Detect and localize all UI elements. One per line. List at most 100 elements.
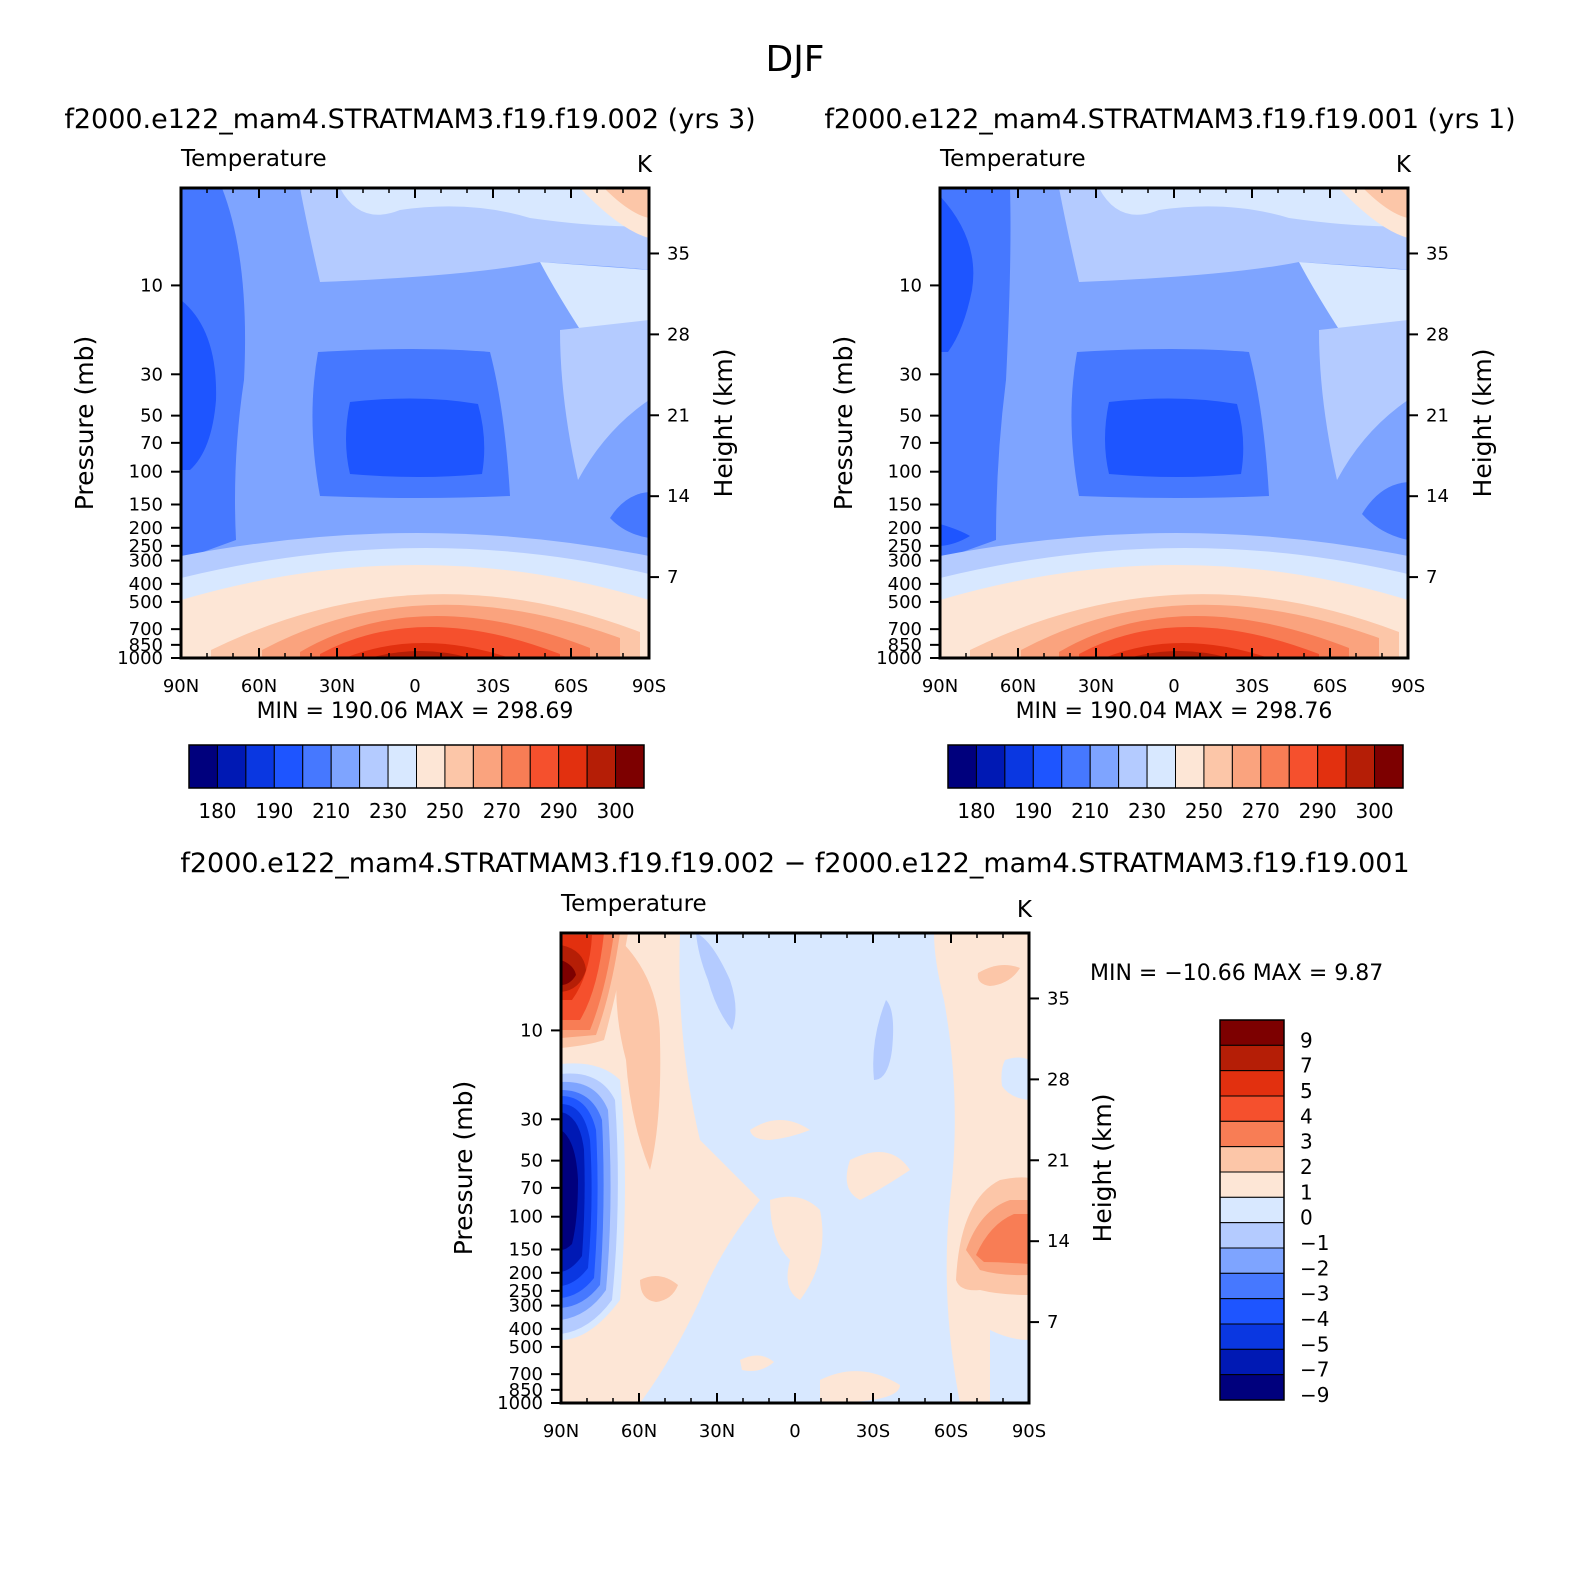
y-tick-label: 300	[509, 1296, 543, 1317]
y-tick-label: 250	[129, 536, 163, 557]
contour-band	[696, 933, 736, 1030]
y-tick-label: 100	[509, 1207, 543, 1228]
colorbar-label: −1	[1300, 1231, 1329, 1255]
x-tick-label: 0	[789, 1421, 800, 1442]
colorbar-label: 250	[426, 799, 464, 823]
y-tick-label: 400	[888, 574, 922, 595]
colorbar-swatch	[1203, 744, 1233, 789]
difference-variable-label: Temperature	[560, 891, 707, 917]
colorbar-label: 210	[1071, 799, 1109, 823]
y-tick-label: 70	[520, 1178, 543, 1199]
colorbar-swatch	[472, 744, 503, 789]
contour-band	[560, 320, 649, 480]
colorbar-label: −7	[1300, 1358, 1329, 1382]
y-tick-label: 50	[520, 1151, 543, 1172]
colorbar-swatch	[1219, 1095, 1285, 1122]
contour-band	[990, 1330, 1029, 1403]
x-tick-label: 60N	[1000, 676, 1036, 697]
y-tick-label: 10	[140, 275, 163, 296]
x-tick-label: 30S	[856, 1421, 890, 1442]
contour-band	[977, 964, 1020, 986]
y-tick-label: 700	[129, 619, 163, 640]
x-tick-label: 60S	[1313, 676, 1347, 697]
contour-band	[750, 1120, 810, 1140]
colorbar-swatch	[615, 744, 645, 789]
colorbar-label: 300	[596, 799, 634, 823]
y-tick-label: 10	[899, 275, 922, 296]
colorbar-swatch	[558, 744, 588, 789]
colorbar-label: −9	[1300, 1383, 1329, 1407]
colorbar-label: 230	[369, 799, 407, 823]
y-tick-label: 850	[129, 635, 163, 656]
colorbar-swatch	[416, 744, 446, 789]
x-tick-label: 30N	[1078, 676, 1114, 697]
colorbar-label: −3	[1300, 1282, 1329, 1306]
y-tick-label: 70	[899, 433, 922, 454]
height-tick-label: 21	[667, 405, 690, 426]
y-tick-label: 300	[888, 551, 922, 572]
contour-band	[181, 300, 217, 470]
colorbar-swatch	[1219, 1019, 1285, 1046]
y-tick-label: 1000	[117, 648, 163, 669]
colorbar-swatch	[188, 744, 218, 789]
x-tick-label: 30S	[1235, 676, 1269, 697]
colorbar-label: 230	[1128, 799, 1166, 823]
colorbar-label: 0	[1300, 1206, 1313, 1230]
height-tick-label: 28	[1047, 1069, 1070, 1090]
panel-2-stats: MIN = 190.04 MAX = 298.76	[1016, 699, 1333, 724]
y-tick-label: 200	[129, 518, 163, 539]
contour-band	[976, 1214, 1029, 1264]
colorbar-label: 270	[1242, 799, 1280, 823]
contour-band	[610, 492, 649, 538]
colorbar-swatch	[1231, 744, 1262, 789]
difference-contours	[561, 933, 1029, 1403]
colorbar-swatch	[1219, 1120, 1285, 1148]
y-tick-label: 250	[888, 536, 922, 557]
y-tick-label: 150	[509, 1240, 543, 1261]
y-tick-label: 30	[140, 364, 163, 385]
colorbar-swatch	[1219, 1171, 1285, 1198]
colorbar-swatch	[1219, 1044, 1285, 1072]
colorbar-swatch	[1146, 744, 1176, 789]
colorbar-swatch	[1219, 1222, 1285, 1249]
height-tick-label: 21	[1426, 405, 1449, 426]
colorbar-label: 190	[1014, 799, 1052, 823]
height-tick-label: 21	[1047, 1150, 1070, 1171]
x-tick-label: 60N	[621, 1421, 657, 1442]
colorbar-frame	[1219, 1019, 1285, 1401]
colorbar-label: 4	[1300, 1104, 1313, 1128]
contour-band	[1001, 1057, 1029, 1100]
colorbar-swatch	[1317, 744, 1347, 789]
colorbar-swatch	[947, 744, 977, 789]
difference-ylabel: Pressure (mb)	[449, 1081, 478, 1255]
height-tick-label: 7	[1047, 1312, 1058, 1333]
contour-band	[1363, 188, 1408, 218]
contour-band	[740, 1355, 774, 1371]
colorbar-label: 180	[198, 799, 236, 823]
height-tick-label: 35	[1047, 988, 1070, 1009]
x-tick-label: 0	[1168, 676, 1179, 697]
colorbar-swatch	[1219, 1247, 1285, 1274]
colorbar-label: −5	[1300, 1332, 1329, 1356]
colorbar-label: 9	[1300, 1028, 1313, 1052]
colorbar-swatch	[586, 744, 617, 789]
colorbar-swatch	[1219, 1272, 1285, 1300]
colorbar-swatch	[273, 744, 304, 789]
height-tick-label: 14	[1426, 486, 1449, 507]
panel-1-variable-label: Temperature	[180, 146, 327, 172]
contour-band	[1362, 482, 1408, 540]
colorbar-swatch	[359, 744, 389, 789]
panel-1-ylabel: Pressure (mb)	[70, 336, 99, 510]
panel-1-units-label: K	[637, 152, 653, 178]
colorbar-swatch	[245, 744, 275, 789]
y-tick-label: 1000	[876, 648, 922, 669]
y-tick-label: 400	[509, 1319, 543, 1340]
colorbar-swatch	[1219, 1374, 1285, 1401]
contour-band	[640, 1276, 678, 1302]
y-tick-label: 200	[509, 1263, 543, 1284]
y-tick-label: 1000	[497, 1393, 543, 1414]
colorbar-label: 290	[1299, 799, 1337, 823]
y-tick-label: 850	[888, 635, 922, 656]
contour-band	[770, 1196, 823, 1300]
colorbar-swatch	[1374, 744, 1404, 789]
